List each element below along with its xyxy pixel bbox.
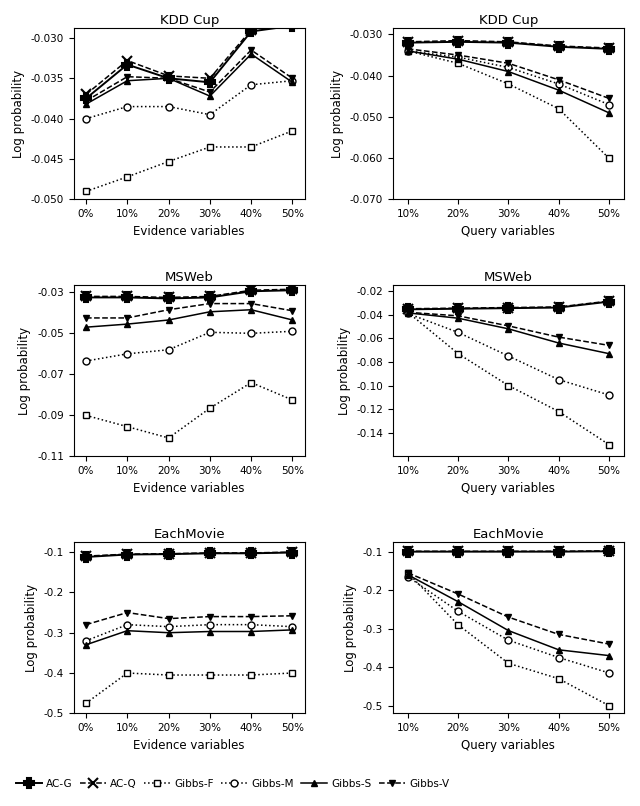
- Legend: AC-G, AC-Q, Gibbs-F, Gibbs-M, Gibbs-S, Gibbs-V: AC-G, AC-Q, Gibbs-F, Gibbs-M, Gibbs-S, G…: [12, 775, 453, 793]
- Y-axis label: Log probability: Log probability: [337, 326, 351, 415]
- Title: MSWeb: MSWeb: [164, 271, 214, 284]
- Y-axis label: Log probability: Log probability: [19, 326, 31, 415]
- Title: MSWeb: MSWeb: [484, 271, 533, 284]
- Y-axis label: Log probability: Log probability: [332, 70, 344, 158]
- X-axis label: Query variables: Query variables: [461, 482, 556, 495]
- Title: EachMovie: EachMovie: [154, 528, 225, 541]
- Title: EachMovie: EachMovie: [472, 528, 544, 541]
- Y-axis label: Log probability: Log probability: [25, 584, 38, 671]
- X-axis label: Query variables: Query variables: [461, 738, 556, 751]
- X-axis label: Query variables: Query variables: [461, 225, 556, 238]
- X-axis label: Evidence variables: Evidence variables: [134, 225, 245, 238]
- Title: KDD Cup: KDD Cup: [159, 14, 219, 27]
- Y-axis label: Log probability: Log probability: [12, 70, 25, 158]
- X-axis label: Evidence variables: Evidence variables: [134, 738, 245, 751]
- Y-axis label: Log probability: Log probability: [344, 584, 357, 671]
- Title: KDD Cup: KDD Cup: [479, 14, 538, 27]
- X-axis label: Evidence variables: Evidence variables: [134, 482, 245, 495]
